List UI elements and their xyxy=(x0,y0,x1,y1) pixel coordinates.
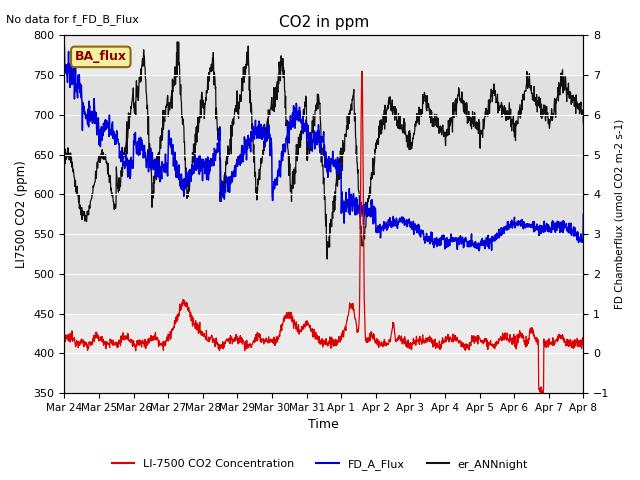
Y-axis label: LI7500 CO2 (ppm): LI7500 CO2 (ppm) xyxy=(15,160,28,268)
Title: CO2 in ppm: CO2 in ppm xyxy=(279,15,369,30)
Legend: LI-7500 CO2 Concentration, FD_A_Flux, er_ANNnight: LI-7500 CO2 Concentration, FD_A_Flux, er… xyxy=(108,455,532,474)
Y-axis label: FD Chamberflux (umol CO2 m-2 s-1): FD Chamberflux (umol CO2 m-2 s-1) xyxy=(615,119,625,309)
Text: BA_flux: BA_flux xyxy=(75,50,127,63)
X-axis label: Time: Time xyxy=(308,419,339,432)
Bar xyxy=(65,75,583,313)
Text: No data for f_FD_B_Flux: No data for f_FD_B_Flux xyxy=(6,14,140,25)
